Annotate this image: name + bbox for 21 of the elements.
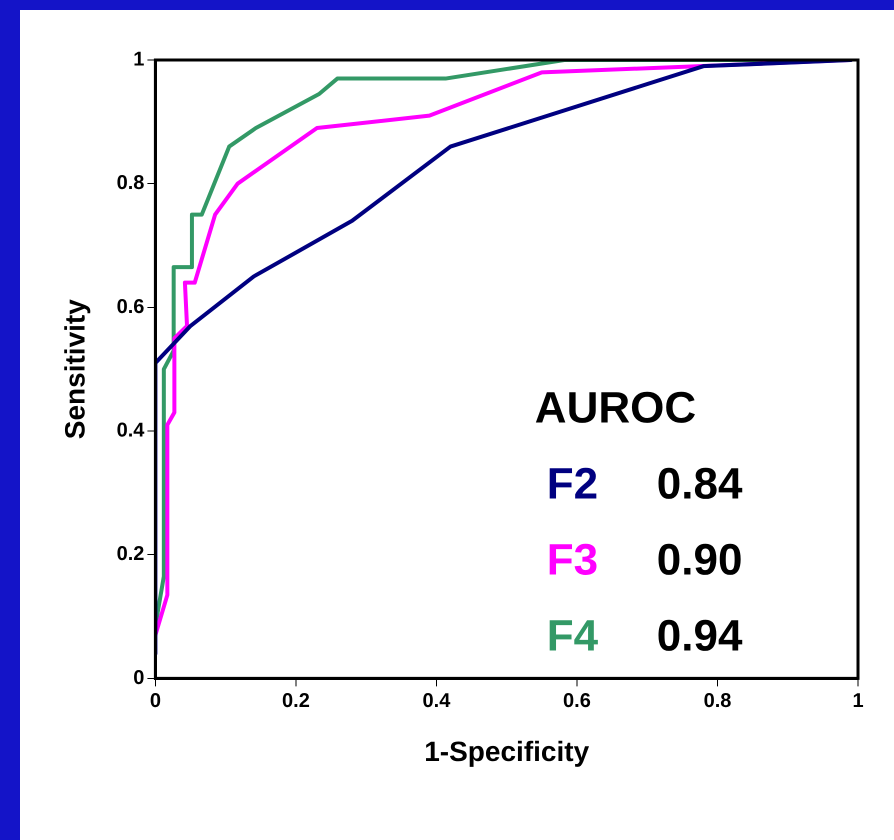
text: F3 [546,536,598,585]
legend-title: AUROC [534,384,696,433]
x-axis-title: 1-Specificity [424,736,590,767]
annotation: 0.90 [656,536,742,585]
x-tick-label: 0.6 [563,690,591,712]
y-tick-label: 0.8 [116,172,144,194]
y-axis-title: Sensitivity [60,298,91,440]
annotation: 0.84 [656,460,743,509]
x-tick-label: 0.8 [704,690,732,712]
x-tick-label: 0.2 [282,690,310,712]
y-tick-label: 1 [133,48,144,71]
x-tick-label: 0.4 [422,690,452,712]
x-tick-label: 0 [150,690,161,712]
x-tick-label: 1 [852,690,864,712]
y-tick-label: 0.6 [116,296,144,318]
y-tick-label: 0.4 [116,420,146,442]
text: F2 [546,460,598,509]
annotation: 0.94 [656,612,743,661]
text: F4 [546,612,599,661]
y-tick-label: 0 [133,666,144,689]
y-tick-label: 0.2 [116,543,144,566]
